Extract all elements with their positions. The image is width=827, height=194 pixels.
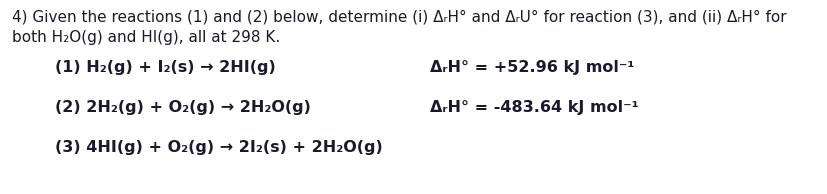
Text: 4) Given the reactions (1) and (2) below, determine (i) ΔᵣH° and ΔᵣU° for reacti: 4) Given the reactions (1) and (2) below…: [12, 10, 786, 25]
Text: both H₂O(g) and HI(g), all at 298 K.: both H₂O(g) and HI(g), all at 298 K.: [12, 30, 280, 45]
Text: (1) H₂(g) + I₂(s) → 2HI(g): (1) H₂(g) + I₂(s) → 2HI(g): [55, 60, 275, 75]
Text: ΔᵣH° = +52.96 kJ mol⁻¹: ΔᵣH° = +52.96 kJ mol⁻¹: [429, 60, 633, 75]
Text: (2) 2H₂(g) + O₂(g) → 2H₂O(g): (2) 2H₂(g) + O₂(g) → 2H₂O(g): [55, 100, 310, 115]
Text: ΔᵣH° = -483.64 kJ mol⁻¹: ΔᵣH° = -483.64 kJ mol⁻¹: [429, 100, 638, 115]
Text: (3) 4HI(g) + O₂(g) → 2I₂(s) + 2H₂O(g): (3) 4HI(g) + O₂(g) → 2I₂(s) + 2H₂O(g): [55, 140, 382, 155]
